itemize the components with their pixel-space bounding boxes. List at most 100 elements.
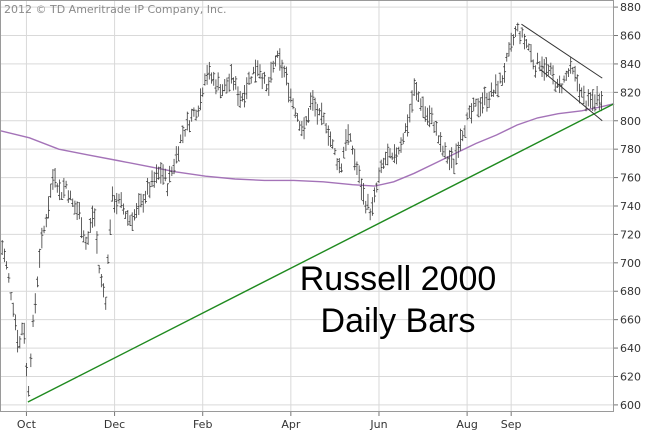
ohlc-bar xyxy=(432,121,436,134)
ohlc-bar xyxy=(238,90,242,108)
y-tick-label: 780 xyxy=(620,143,641,156)
ohlc-bar xyxy=(514,26,518,37)
ohlc-bar xyxy=(417,91,421,103)
ohlc-bar xyxy=(428,105,432,128)
ohlc-bar xyxy=(20,322,24,336)
copyright-text: 2012 © TD Ameritrade IP Company, Inc. xyxy=(4,3,227,16)
ohlc-bar xyxy=(143,190,147,204)
ohlc-bar xyxy=(465,112,469,121)
ohlc-bar xyxy=(337,158,341,174)
ohlc-bar xyxy=(262,71,266,84)
ohlc-bar xyxy=(110,186,114,202)
ohlc-bar xyxy=(412,78,416,96)
ohlc-bar xyxy=(11,302,15,317)
ohlc-bar xyxy=(82,230,86,243)
ohlc-bar xyxy=(223,79,227,92)
ohlc-bar xyxy=(179,134,183,144)
ohlc-bar xyxy=(392,144,396,164)
ohlc-bar xyxy=(280,59,284,78)
y-tick-label: 840 xyxy=(620,58,641,71)
ohlc-bar xyxy=(525,39,529,49)
ohlc-bar xyxy=(311,90,315,111)
ohlc-bar xyxy=(170,166,174,177)
ohlc-bar xyxy=(154,164,158,184)
ohlc-bar xyxy=(205,64,209,85)
ohlc-bar xyxy=(190,108,194,122)
ohlc-bar xyxy=(282,65,286,78)
ohlc-bar xyxy=(260,73,264,90)
ohlc-bar xyxy=(53,168,57,188)
ohlc-bar xyxy=(395,147,399,165)
ohlc-bar xyxy=(566,68,570,77)
ohlc-bar xyxy=(199,88,203,111)
ohlc-bar xyxy=(267,76,271,96)
ohlc-bar xyxy=(300,121,304,137)
ohlc-bar xyxy=(91,205,95,228)
ohlc-bar xyxy=(210,72,214,84)
chart-annotation-line-2: Daily Bars xyxy=(321,302,476,340)
ohlc-bar xyxy=(443,142,447,159)
ohlc-bar xyxy=(194,109,198,121)
ohlc-bar xyxy=(553,82,557,92)
ohlc-bar xyxy=(97,264,101,274)
ohlc-bar xyxy=(254,59,258,83)
ohlc-bar xyxy=(353,148,357,171)
ohlc-bar xyxy=(456,141,460,158)
y-axis: 600 620 640 660 680 700 720 740 760 780 800 820 840 8… xyxy=(614,1,641,412)
ohlc-bar xyxy=(450,147,454,169)
ohlc-bar xyxy=(69,190,73,201)
ohlc-bar xyxy=(24,362,28,377)
ohlc-bar xyxy=(459,128,462,151)
ohlc-bar xyxy=(397,146,401,155)
ohlc-bar xyxy=(29,353,33,368)
ohlc-bar xyxy=(128,215,132,226)
ohlc-bar xyxy=(390,152,394,161)
ohlc-bar xyxy=(489,82,493,97)
x-tick-label: Aug xyxy=(456,418,477,431)
ohlc-bar xyxy=(379,159,383,174)
ohlc-bar xyxy=(324,122,328,134)
ohlc-bar xyxy=(214,79,218,95)
ohlc-bar xyxy=(520,27,524,38)
ohlc-bar xyxy=(75,201,79,220)
ohlc-bar xyxy=(569,56,573,74)
ohlc-bar xyxy=(88,218,92,233)
ohlc-bar xyxy=(163,168,167,182)
ohlc-bar xyxy=(509,32,513,52)
trendlines xyxy=(27,23,615,403)
ohlc-bar xyxy=(115,192,119,215)
ohlc-bar xyxy=(295,112,299,122)
ohlc-bar xyxy=(399,137,403,153)
ohlc-bar xyxy=(346,124,350,145)
ohlc-bar xyxy=(386,143,390,166)
ohlc-bar xyxy=(218,84,222,99)
ohlc-bar xyxy=(470,103,474,124)
ohlc-bar xyxy=(344,129,348,151)
ohlc-bar xyxy=(410,90,414,113)
ohlc-bar xyxy=(71,198,75,207)
ohlc-bar xyxy=(256,60,260,77)
ohlc-bar xyxy=(148,181,152,199)
ohlc-bar xyxy=(304,116,308,126)
y-tick-label: 680 xyxy=(620,285,641,298)
ohlc-bar xyxy=(33,293,37,314)
ohlc-bar xyxy=(588,92,592,109)
ohlc-bar xyxy=(165,183,169,197)
ohlc-bar xyxy=(187,120,191,133)
ohlc-bar xyxy=(600,90,604,112)
ohlc-bar xyxy=(331,139,335,149)
ohlc-bar xyxy=(377,167,381,184)
ohlc-bar xyxy=(549,62,553,75)
ohlc-bar xyxy=(591,89,595,111)
ohlc-bar xyxy=(461,130,465,142)
ohlc-bar xyxy=(273,55,277,67)
x-tick-label: Jun xyxy=(369,418,387,431)
ohlc-bar xyxy=(269,61,273,83)
y-tick-label: 620 xyxy=(620,370,641,383)
ohlc-bar xyxy=(542,58,546,81)
chart-annotation-line-1: Russell 2000 xyxy=(300,260,497,298)
ohlc-bar xyxy=(315,103,319,125)
ohlc-bar xyxy=(80,217,84,239)
ohlc-bar xyxy=(309,92,313,110)
ohlc-bar xyxy=(185,111,189,131)
